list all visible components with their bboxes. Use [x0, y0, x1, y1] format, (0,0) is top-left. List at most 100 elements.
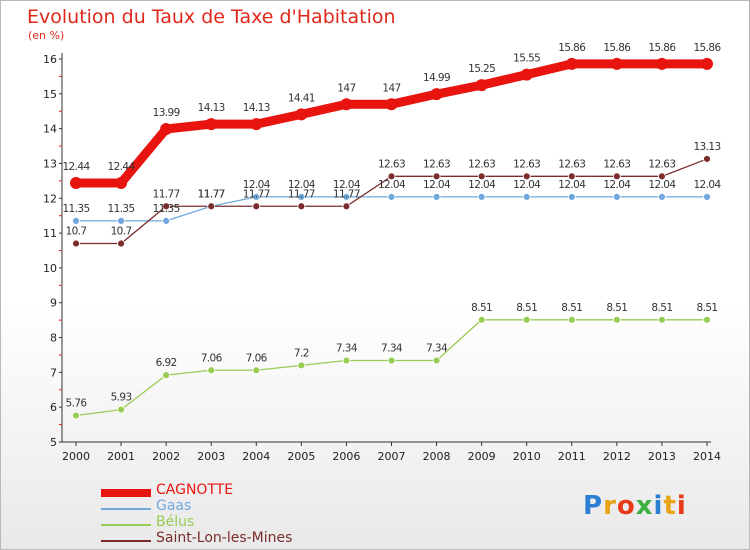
data-label: 7.34: [381, 343, 403, 355]
data-point: [117, 405, 125, 414]
data-point: [477, 315, 486, 324]
data-point: [297, 192, 306, 201]
data-point: [385, 98, 398, 111]
legend-swatch: [101, 489, 151, 497]
data-point: [477, 172, 486, 181]
data-label: 7.2: [294, 347, 309, 359]
data-label: 7.34: [426, 343, 448, 355]
data-point: [297, 361, 306, 370]
data-point: [340, 98, 353, 111]
data-label: 11.77: [333, 188, 360, 200]
data-label: 6.92: [156, 357, 177, 369]
data-point: [658, 172, 666, 181]
proxiti-logo: Proxiti: [583, 491, 687, 521]
data-point: [205, 118, 218, 131]
data-point: [295, 108, 308, 121]
x-tick-label: 2014: [693, 450, 721, 463]
legend-label: Bélus: [156, 514, 195, 530]
y-tick-label: 5: [50, 436, 57, 449]
data-label: 12.04: [378, 179, 406, 191]
data-point: [610, 57, 623, 70]
x-tick-label: 2012: [603, 450, 631, 463]
data-label: 11.35: [62, 203, 89, 215]
x-tick-label: 2007: [378, 450, 406, 463]
data-label: 11.77: [198, 188, 225, 200]
data-point: [612, 315, 621, 324]
data-label: 15.55: [513, 53, 540, 65]
data-point: [162, 217, 171, 225]
data-point: [430, 88, 443, 101]
x-tick-label: 2001: [107, 450, 135, 463]
y-tick-label: 15: [43, 88, 57, 101]
data-label: 10.7: [111, 226, 132, 238]
data-point: [252, 366, 261, 375]
data-point: [342, 356, 351, 365]
data-label: 11.77: [243, 188, 270, 200]
data-point: [387, 356, 396, 365]
data-point: [477, 192, 486, 201]
chart-unit: (en %): [28, 29, 65, 42]
data-label: 11.77: [288, 188, 315, 200]
data-point: [117, 239, 125, 248]
data-label: 8.51: [516, 302, 537, 314]
legend-label: CAGNOTTE: [156, 482, 234, 498]
x-tick-label: 2010: [513, 450, 541, 463]
x-tick-label: 2000: [62, 450, 90, 463]
data-label: 8.51: [561, 302, 582, 314]
chart-title: Evolution du Taux de Taxe d'Habitation: [27, 6, 396, 28]
data-label: 7.34: [336, 343, 358, 355]
data-point: [432, 172, 441, 181]
data-label: 8.51: [651, 302, 672, 314]
y-tick-label: 11: [43, 227, 57, 240]
data-label: 12.63: [423, 158, 450, 170]
data-point: [475, 79, 488, 92]
data-point: [160, 122, 173, 135]
y-tick-label: 7: [50, 366, 57, 379]
x-tick-label: 2013: [648, 450, 676, 463]
data-point: [567, 315, 576, 324]
data-point: [658, 192, 666, 201]
y-tick-label: 8: [50, 332, 57, 345]
data-point: [252, 202, 261, 211]
data-label: 5.93: [111, 392, 132, 404]
x-tick-label: 2008: [423, 450, 451, 463]
data-point: [387, 172, 396, 181]
data-point: [522, 172, 531, 181]
data-label: 14.13: [243, 102, 270, 114]
legend-label: Saint-Lon-les-Mines: [156, 530, 293, 546]
data-label: 12.63: [468, 158, 495, 170]
data-label: 12.44: [108, 161, 136, 173]
data-label: 14.41: [288, 92, 315, 104]
data-point: [703, 315, 711, 324]
data-point: [387, 192, 396, 201]
data-label: 15.86: [603, 42, 631, 54]
data-label: 12.63: [558, 158, 585, 170]
legend-label: Gaas: [156, 498, 192, 514]
data-label: 14.13: [198, 102, 225, 114]
y-tick-label: 10: [43, 262, 57, 275]
data-label: 12.63: [648, 158, 675, 170]
data-point: [703, 192, 711, 201]
data-point: [703, 155, 711, 163]
data-label: 15.25: [468, 63, 495, 75]
data-point: [207, 202, 216, 211]
data-label: 11.35: [108, 203, 135, 215]
data-label: 12.04: [513, 179, 541, 191]
legend-swatch: [101, 508, 151, 510]
data-point: [522, 315, 531, 324]
data-point: [70, 176, 82, 189]
x-tick-label: 2005: [287, 450, 315, 463]
data-point: [250, 118, 263, 131]
data-label: 12.63: [603, 158, 630, 170]
data-point: [252, 192, 261, 201]
x-tick-label: 2004: [242, 450, 270, 463]
data-label: 12.04: [423, 179, 451, 191]
data-label: 12.04: [243, 179, 271, 191]
data-label: 11.77: [198, 188, 225, 200]
y-tick-label: 12: [43, 192, 57, 205]
data-label: 12.04: [288, 179, 316, 191]
data-point: [342, 192, 351, 201]
data-point: [162, 202, 171, 211]
